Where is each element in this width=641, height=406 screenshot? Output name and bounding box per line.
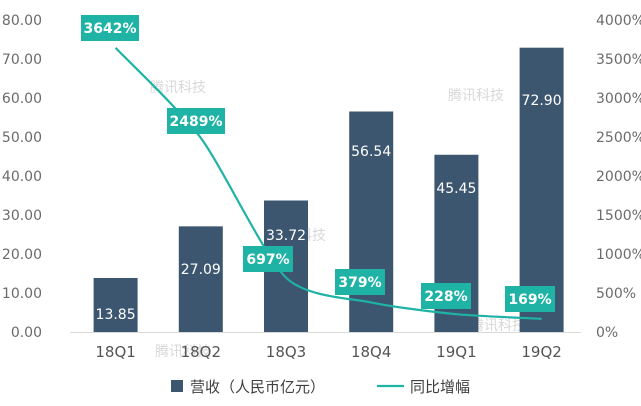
pct-label-box: [505, 286, 555, 312]
right-tick-label: 500%: [596, 286, 636, 302]
right-tick-label: 2500%: [596, 130, 641, 146]
bar-value-label: 56.54: [351, 144, 391, 160]
bar-value-label: 13.85: [96, 307, 136, 323]
right-tick-label: 4000%: [596, 13, 641, 29]
pct-label-box: [243, 246, 293, 272]
category-label: 19Q1: [436, 343, 476, 361]
bar-value-label: 27.09: [181, 262, 221, 278]
pct-label-box: [335, 269, 385, 295]
left-tick-label: 60.00: [2, 91, 42, 107]
bar-19Q2: [519, 47, 564, 332]
category-label: 18Q2: [181, 343, 221, 361]
pct-label: 697%: [246, 252, 289, 268]
legend: 营收（人民币亿元） 同比增幅: [171, 378, 470, 396]
watermark-text: 腾讯科技: [470, 317, 526, 334]
pct-label: 3642%: [84, 21, 137, 37]
left-tick-label: 80.00: [2, 13, 42, 29]
legend-bar-swatch: [171, 380, 183, 392]
right-tick-label: 2000%: [596, 169, 641, 185]
bar-value-label: 45.45: [436, 181, 476, 197]
watermark-text: 腾讯科技: [448, 87, 504, 104]
left-tick-label: 30.00: [2, 208, 42, 224]
pct-label: 2489%: [170, 114, 223, 130]
bars: [93, 47, 564, 332]
bar-value-label: 33.72: [266, 228, 306, 244]
bar-value-label: 72.90: [522, 93, 562, 109]
left-tick-label: 0.00: [11, 325, 42, 341]
left-tick-label: 10.00: [2, 286, 42, 302]
right-tick-label: 3500%: [596, 52, 641, 68]
left-tick-label: 50.00: [2, 130, 42, 146]
bar-18Q1: [93, 277, 138, 332]
right-axis: 0% 500% 1000% 1500% 2000% 2500% 3000% 3500% 4000…: [596, 13, 641, 341]
bar-labels: 13.85 27.09 33.72 56.54 45.45 72.90: [96, 93, 562, 323]
bar-18Q4: [349, 111, 394, 332]
pct-label: 379%: [338, 275, 381, 291]
left-tick-label: 20.00: [2, 247, 42, 263]
pct-label-box: [81, 15, 139, 41]
pct-label: 228%: [424, 289, 467, 305]
category-label: 18Q3: [266, 343, 306, 361]
left-tick-label: 40.00: [2, 169, 42, 185]
watermark-text: 腾讯科技: [155, 343, 211, 360]
category-axis: 18Q1 18Q2 18Q3 18Q4 19Q1 19Q2: [70, 332, 582, 361]
left-tick-label: 70.00: [2, 52, 42, 68]
pct-label: 169%: [508, 292, 551, 308]
category-label: 18Q4: [351, 343, 391, 361]
legend-line-label: 同比增幅: [410, 378, 470, 396]
left-axis: 0.00 10.00 20.00 30.00 40.00 50.00 60.00 70.00 8…: [2, 13, 42, 341]
right-tick-label: 0%: [596, 325, 618, 341]
watermark-text: 腾讯科技: [150, 79, 206, 96]
pct-labels: 3642% 2489% 697% 379% 228% 169%: [81, 15, 555, 312]
right-tick-label: 3000%: [596, 91, 641, 107]
right-tick-label: 1500%: [596, 208, 641, 224]
pct-label-box: [167, 108, 225, 134]
category-label: 19Q2: [521, 343, 561, 361]
right-tick-label: 1000%: [596, 247, 641, 263]
legend-bar-label: 营收（人民币亿元）: [190, 378, 325, 396]
pct-label-box: [421, 283, 471, 309]
bar-18Q2: [178, 226, 223, 332]
category-label: 18Q1: [95, 343, 135, 361]
